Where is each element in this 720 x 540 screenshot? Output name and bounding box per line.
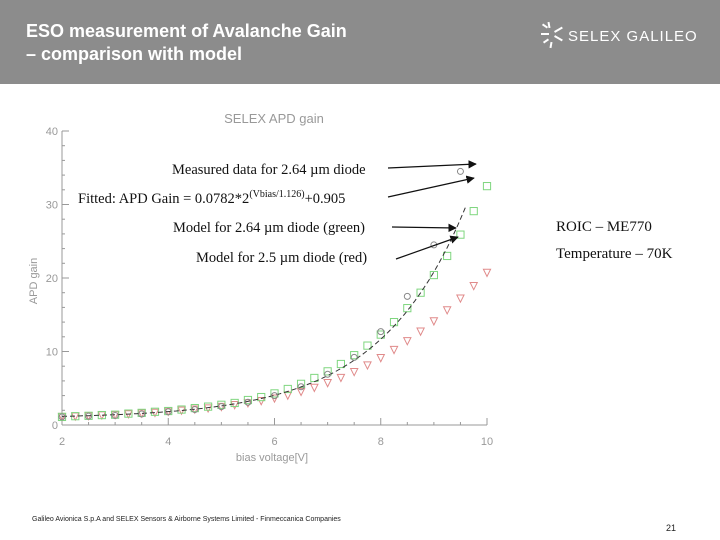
red-model-point xyxy=(203,404,213,414)
green-model-point xyxy=(124,409,133,418)
arrow-model-green xyxy=(391,223,457,233)
fit-formula-exponent: (Vbias/1.126) xyxy=(249,189,305,200)
measured-point xyxy=(191,406,199,414)
green-model-point xyxy=(190,403,199,413)
red-model-point xyxy=(416,327,426,337)
annotation-model-red: Model for 2.5 µm diode (red) xyxy=(196,250,368,266)
annotation-model-green: Model for 2.64 µm diode (green) xyxy=(173,220,365,236)
temperature-label: Temperature – 70K xyxy=(556,246,673,262)
selex-galileo-logo: SELEX GALILEO xyxy=(540,20,715,56)
red-model-point xyxy=(456,294,465,304)
y-tick-label: 30 xyxy=(46,200,58,212)
fit-formula-prefix: Fitted: APD Gain = 0.0782*2 xyxy=(78,190,250,207)
red-model-point xyxy=(336,373,346,383)
green-model-point xyxy=(456,230,465,239)
measured-point xyxy=(217,403,225,411)
green-model-point xyxy=(270,389,279,398)
red-model-point xyxy=(389,345,399,355)
red-model-point xyxy=(349,367,359,377)
x-tick-label: 10 xyxy=(481,436,493,448)
red-model-point xyxy=(230,401,240,410)
green-model-point xyxy=(243,395,253,405)
measured-point xyxy=(324,370,332,378)
x-tick-label: 4 xyxy=(165,436,171,448)
logo-star-icon xyxy=(541,21,563,49)
green-model-point xyxy=(257,392,266,402)
x-axis-label: bias voltage[V] xyxy=(236,452,308,464)
y-axis-label: APD gain xyxy=(28,258,40,304)
x-tick-label: 8 xyxy=(378,436,384,448)
arrow-model-red xyxy=(395,235,459,260)
measured-point xyxy=(377,328,385,336)
measured-point xyxy=(403,292,411,300)
page-number: 21 xyxy=(666,523,677,533)
measured-point xyxy=(111,411,119,419)
footer-text: Galileo Avionica S.p.A and SELEX Sensors… xyxy=(32,516,341,523)
red-model-point xyxy=(442,306,452,316)
fit-curve xyxy=(61,206,467,417)
y-tick-label: 10 xyxy=(46,347,58,359)
green-model-point xyxy=(217,400,226,409)
red-model-point xyxy=(429,317,439,327)
y-tick-label: 20 xyxy=(46,273,58,285)
red-model-point xyxy=(309,383,319,393)
measured-point xyxy=(350,353,358,361)
green-model-point xyxy=(350,351,359,360)
green-model-point xyxy=(403,304,412,313)
measured-point xyxy=(297,383,305,391)
arrow-measured xyxy=(387,160,477,169)
title-line-1: ESO measurement of Avalanche Gain xyxy=(26,21,347,41)
measured-point xyxy=(244,398,252,406)
fit-formula-suffix: +0.905 xyxy=(304,190,346,207)
green-model-point xyxy=(416,288,425,297)
measured-point xyxy=(164,408,172,416)
green-model-point xyxy=(336,359,346,369)
red-model-point xyxy=(363,361,372,371)
arrow-fit xyxy=(387,175,475,198)
red-model-point xyxy=(402,337,412,346)
green-model-point xyxy=(482,182,492,191)
measured-point xyxy=(456,167,464,175)
measured-point xyxy=(271,392,278,400)
y-tick-label: 0 xyxy=(52,420,58,432)
measured-point xyxy=(58,413,66,421)
red-model-point xyxy=(469,281,479,291)
annotation-arrows xyxy=(387,160,477,260)
green-model-point xyxy=(57,412,67,422)
annotation-fit-formula: Fitted: APD Gain = 0.0782*2(Vbias/1.126)… xyxy=(78,189,345,208)
green-model-point xyxy=(363,341,372,350)
green-model-point xyxy=(150,407,160,416)
chart-title: SELEX APD gain xyxy=(224,111,324,126)
red-model-point xyxy=(296,387,306,397)
red-model-point xyxy=(376,354,386,363)
y-tick-label: 40 xyxy=(46,126,58,138)
red-model-point xyxy=(323,379,333,388)
measured-point xyxy=(138,410,146,418)
green-model-point xyxy=(469,207,478,216)
red-model-point xyxy=(283,391,293,401)
green-model-point xyxy=(376,330,385,339)
chart-ticks: 2 4 6 8 10 0 10 20 30 40 xyxy=(46,126,493,448)
title-line-2: – comparison with model xyxy=(26,44,243,64)
logo-text: SELEX GALILEO xyxy=(568,28,698,45)
measured-point xyxy=(85,412,93,420)
x-tick-label: 6 xyxy=(271,436,277,448)
green-model-point xyxy=(177,405,186,414)
slide-title: ESO measurement of Avalanche Gain – comp… xyxy=(26,20,446,66)
annotation-measured: Measured data for 2.64 µm diode xyxy=(172,162,366,178)
chart-series xyxy=(57,167,492,422)
x-tick-label: 2 xyxy=(59,436,65,448)
red-model-point xyxy=(482,268,492,278)
header-bar: ESO measurement of Avalanche Gain – comp… xyxy=(0,0,720,84)
green-model-point xyxy=(203,402,213,411)
green-model-point xyxy=(389,318,399,327)
green-model-point xyxy=(323,367,332,376)
green-model-point xyxy=(429,270,438,280)
green-model-point xyxy=(283,384,292,394)
green-model-point xyxy=(443,251,452,261)
roic-label: ROIC – ME770 xyxy=(556,219,652,235)
